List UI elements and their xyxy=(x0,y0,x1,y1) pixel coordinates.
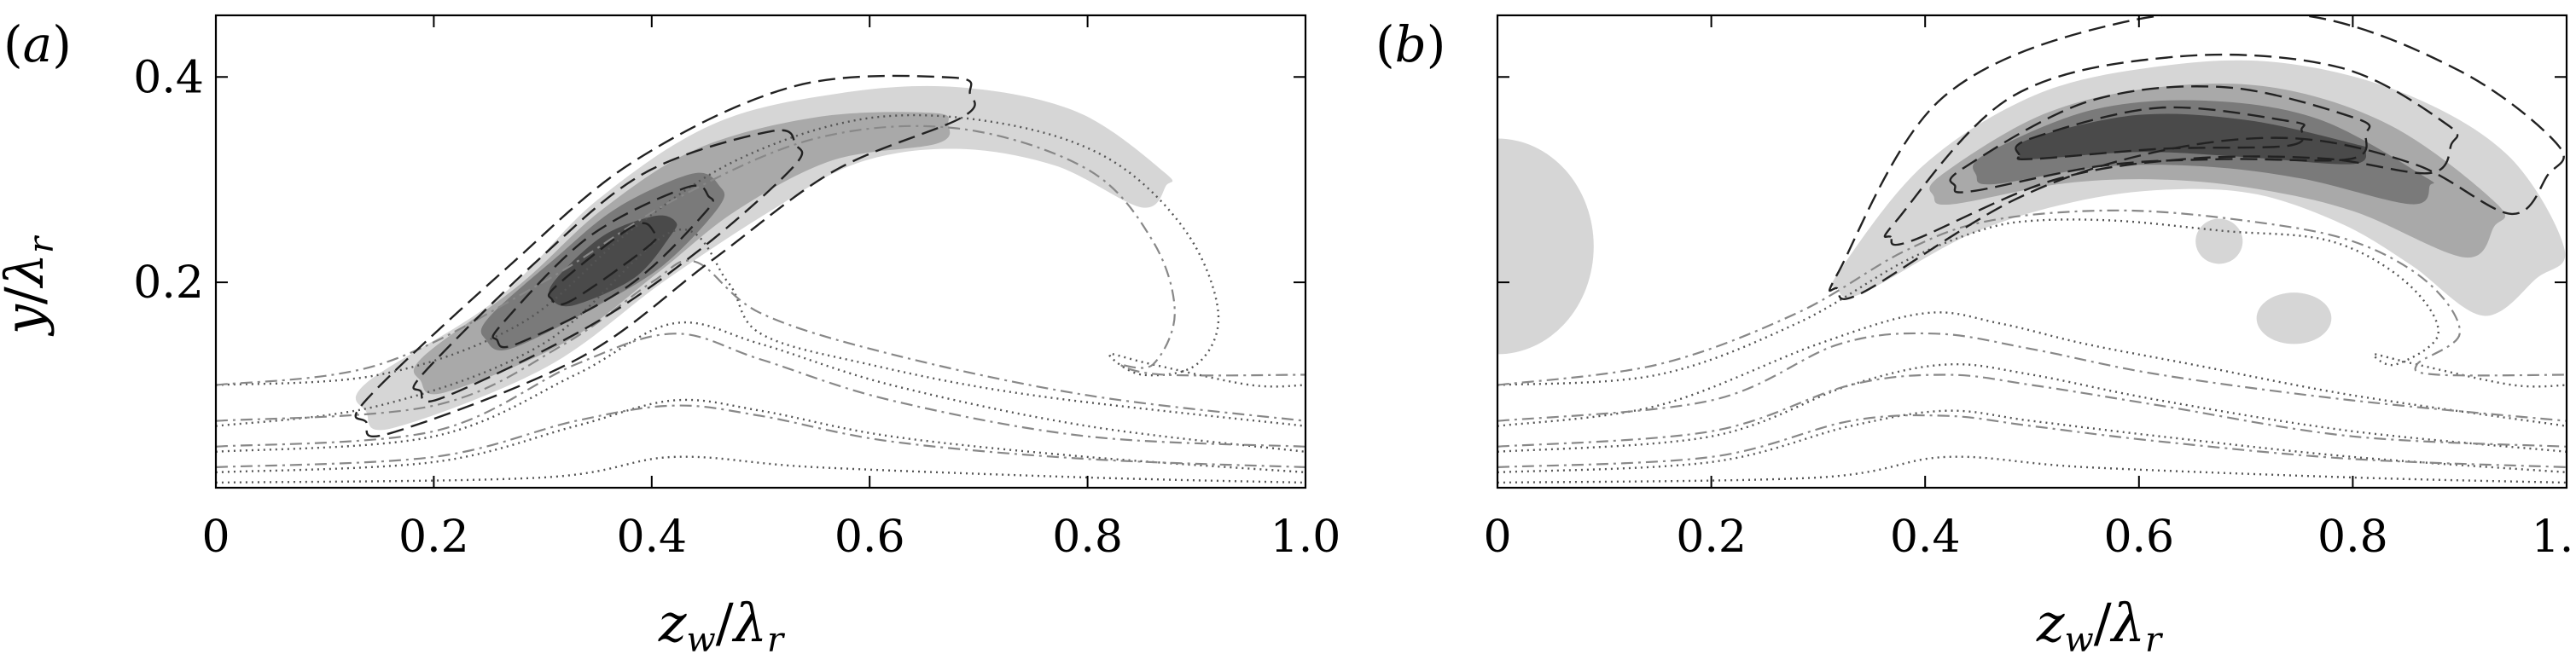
xlabel-a-sub-r: r xyxy=(767,621,786,654)
streamline-dashdot xyxy=(1497,209,2567,386)
streamline-dotted xyxy=(216,321,1305,453)
y-tick-label: 0.4 xyxy=(133,52,204,103)
xlabel-a-z: z xyxy=(658,592,687,654)
y-tick-label: 0.2 xyxy=(133,258,204,309)
streamline-dashdot xyxy=(1497,332,2567,422)
xlabel-a-sub-w: w xyxy=(687,621,716,654)
shaded-blob xyxy=(1497,138,1594,355)
dashed-contour xyxy=(2015,106,2306,160)
dashed-contour xyxy=(1829,15,2565,300)
x-tick-label: 0 xyxy=(1483,512,1511,563)
panel-a-letter: a xyxy=(23,15,53,73)
streamline-dotted xyxy=(1497,409,2567,474)
streamline-dotted xyxy=(1497,362,2567,453)
x-tick-label: 0.4 xyxy=(1890,512,1961,563)
x-tick-label: 0.8 xyxy=(1052,512,1123,563)
plot-a-area: 0 0.2 0.4 0.6 0.8 1.0 0.2 0.4 xyxy=(133,14,1341,563)
streamline-dashdot xyxy=(216,124,1305,386)
panel-b-letter: b xyxy=(1395,15,1427,73)
xlabel-b-sub-w: w xyxy=(2065,621,2094,654)
panel-a-xlabel: zw/λr xyxy=(658,592,786,654)
ylabel-a-y: y xyxy=(0,304,55,337)
streamline-dotted xyxy=(1497,218,2567,388)
dashed-contour xyxy=(491,184,714,349)
x-tick-label: 0.8 xyxy=(2317,512,2388,563)
x-tick-label: 0 xyxy=(201,512,230,563)
panel-b-xlabel: zw/λr xyxy=(2036,592,2164,654)
streamline-dashdot xyxy=(216,259,1305,422)
shaded-blob xyxy=(2256,292,2332,344)
panel-b: (b) 0 0.2 0.4 0.6 0.8 1.0 zw/λr xyxy=(1375,14,2576,654)
panel-b-label: (b) xyxy=(1375,15,1445,73)
ylabel-a-lambda: λ xyxy=(0,253,55,289)
streamline-dashdot xyxy=(216,333,1305,448)
panel-a-ylabel: y/λr xyxy=(0,234,61,337)
plot-b-area: 0 0.2 0.4 0.6 0.8 1.0 xyxy=(1483,14,2576,563)
x-tick-label: 0.4 xyxy=(616,512,687,563)
dashed-contour xyxy=(547,222,659,306)
shaded-contour-level-4 xyxy=(549,215,677,307)
xlabel-b-sub-r: r xyxy=(2145,621,2164,654)
shaded-contour-level-4 xyxy=(2017,113,2368,165)
streamline-dotted xyxy=(216,398,1305,474)
x-tick-label: 0.2 xyxy=(1676,512,1747,563)
x-tick-label: 1.0 xyxy=(1271,512,1341,563)
x-tick-label: 0.2 xyxy=(398,512,469,563)
xlabel-b-z: z xyxy=(2036,592,2065,654)
dashed-contour xyxy=(354,74,976,438)
x-tick-label: 1.0 xyxy=(2532,512,2576,563)
plot-b-frame xyxy=(1496,14,2568,489)
panel-a-label: (a) xyxy=(3,15,72,73)
x-tick-label: 0.6 xyxy=(834,512,905,563)
ylabel-a-sub: r xyxy=(22,234,61,253)
streamline-dashdot xyxy=(1497,373,2567,448)
plot-b-content xyxy=(1497,15,2567,484)
streamline-dotted xyxy=(216,455,1305,484)
dashed-contour xyxy=(1883,53,2459,246)
panel-a: (a) 0 0.2 0.4 0.6 0.8 1.0 0.2 0.4 y/λr zw/λr xyxy=(0,14,1341,654)
dashed-contour xyxy=(1949,85,2371,194)
dashed-contour xyxy=(412,129,804,403)
plot-a-frame xyxy=(214,14,1307,489)
streamline-dotted xyxy=(1497,311,2567,427)
plot-a-content xyxy=(216,74,1305,484)
streamline-dotted xyxy=(1497,455,2567,484)
x-tick-label: 0.6 xyxy=(2103,512,2174,563)
shaded-blob xyxy=(2195,218,2243,264)
